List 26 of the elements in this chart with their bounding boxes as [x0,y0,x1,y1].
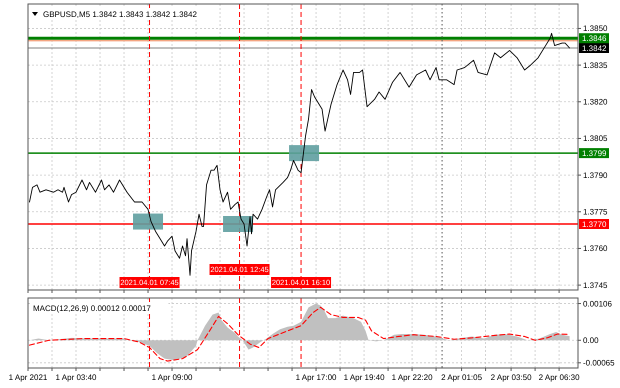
x-tick-label: 2 Apr 03:50 [490,373,532,382]
text: GBPUSD,M5 1.3842 1.3843 1.3842 1.3842 [43,10,198,19]
ref-line-label: 1.3770 [582,220,608,229]
x-tick-label: 1 Apr 03:40 [56,373,98,382]
y-tick-label: 1.3805 [583,134,608,144]
x-tick-label: 1 Apr 22:20 [392,373,434,382]
y-tick-label: 1.3820 [583,98,608,107]
y-tick-label: 1.3745 [583,280,608,290]
x-tick-label: 2 Apr 06:30 [538,373,580,382]
y-tick-label: 1.3850 [583,24,608,34]
x-tick-label: 1 Apr 19:40 [344,373,386,382]
x-tick-label: 2 Apr 01:05 [441,373,483,382]
y-tick-label: 1.3790 [583,170,608,180]
text: MACD(12,26,9) 0.00012 0.00017 [33,304,152,313]
y-tick-label: 0.00106 [583,299,612,308]
x-tick-label: 1 Apr 09:00 [152,373,194,382]
y-tick-label: 0.00 [583,336,600,346]
y-tick-label: 1.3760 [583,244,608,254]
y-tick-label: 1.3775 [583,208,608,217]
ref-line-label: 1.3799 [582,148,608,158]
ref-line-label: 1.3846 [582,34,608,44]
x-tick-label: 1 Apr 17:00 [296,373,338,382]
y-tick-label: 1.3835 [583,60,608,70]
y-tick-label: -0.00065 [583,358,616,368]
ref-line-label: 1.3842 [582,44,608,53]
x-tick-label: 1 Apr 2021 [8,373,48,382]
